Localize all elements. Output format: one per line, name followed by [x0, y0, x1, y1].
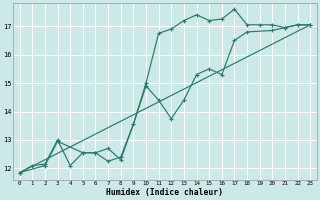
X-axis label: Humidex (Indice chaleur): Humidex (Indice chaleur)	[107, 188, 223, 197]
